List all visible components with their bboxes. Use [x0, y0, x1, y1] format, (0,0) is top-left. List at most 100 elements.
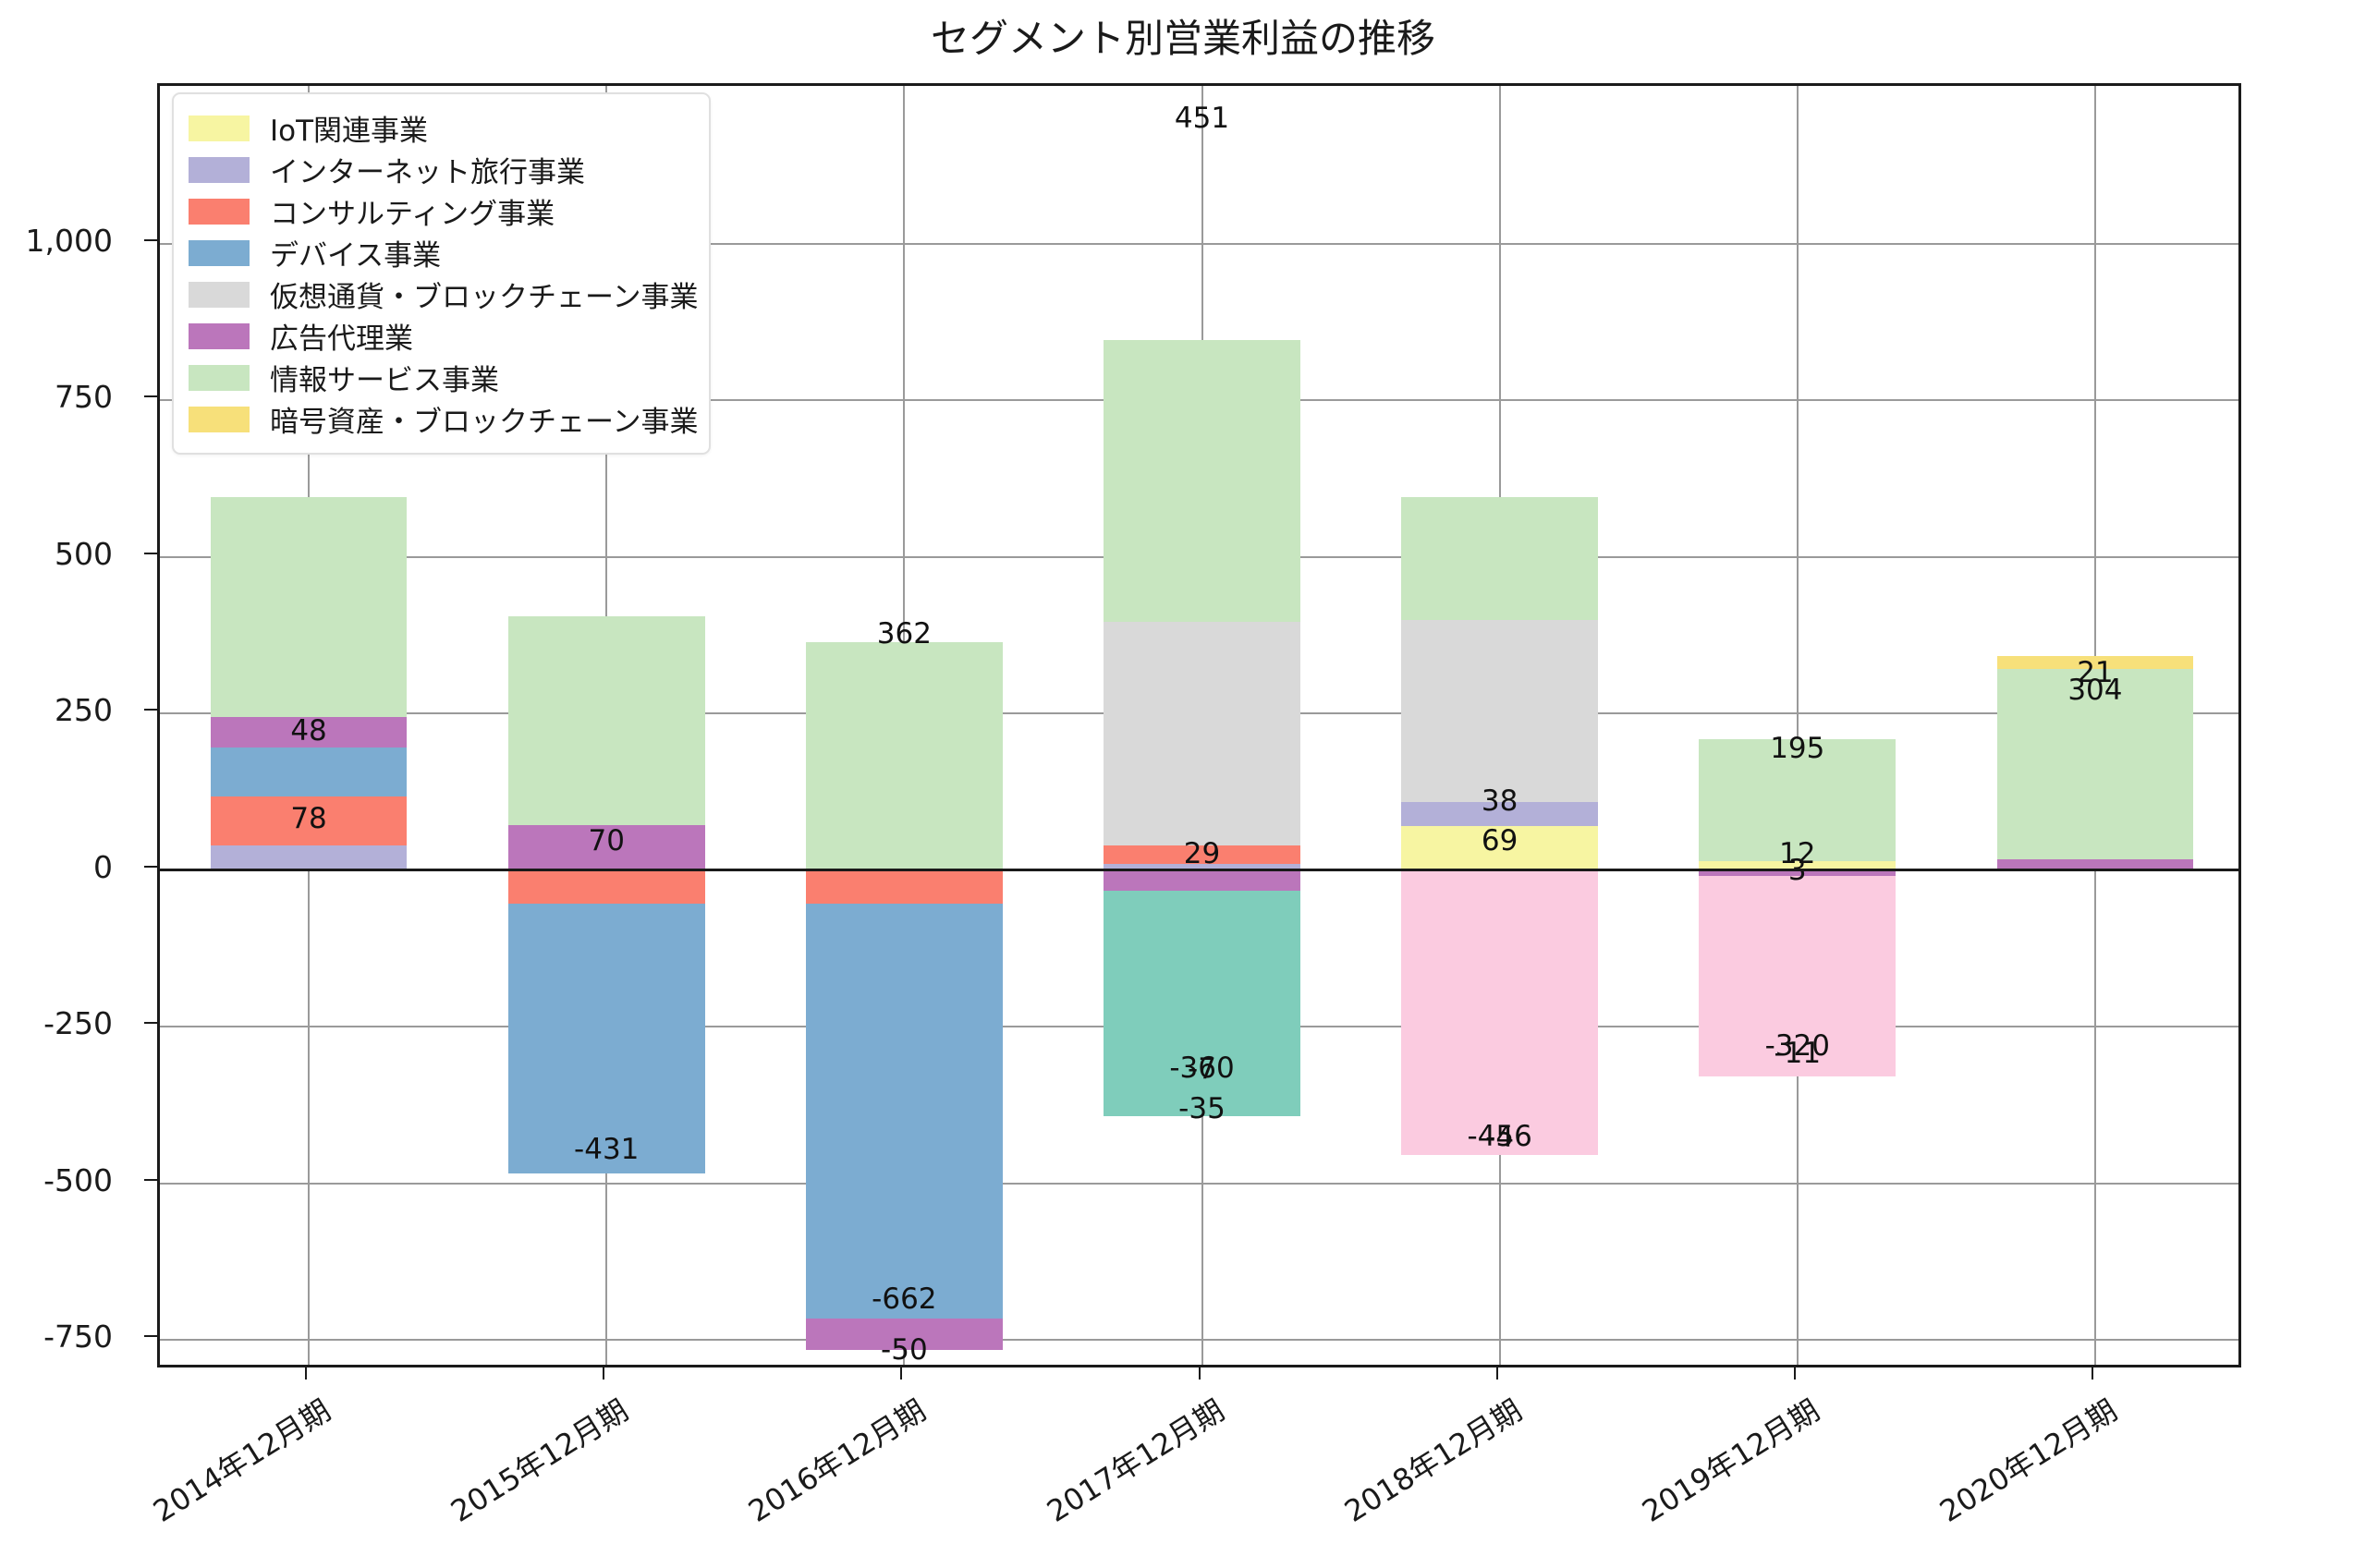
bar-group[interactable]	[1401, 86, 1598, 1370]
y-axis-tick-mark	[144, 395, 157, 398]
bar-segment[interactable]	[507, 616, 705, 826]
legend-item[interactable]: 広告代理業	[189, 315, 694, 357]
bar-segment[interactable]	[1104, 622, 1300, 846]
legend-item-label: コンサルティング事業	[270, 198, 555, 231]
gridline	[160, 242, 2238, 245]
legend-color-swatch-icon	[189, 406, 250, 432]
legend-item-label: IoT関連事業	[270, 115, 429, 148]
x-axis-tick-mark	[1495, 1367, 1498, 1380]
legend-item-label: 情報サービス事業	[270, 364, 499, 397]
bar-segment[interactable]	[1996, 859, 2194, 869]
bar-segment[interactable]	[1699, 739, 1896, 862]
legend-color-swatch-icon	[189, 198, 250, 225]
x-axis-tick-label: 2017年12月期	[1040, 1392, 1230, 1529]
legend-color-swatch-icon	[189, 281, 250, 308]
y-axis-tick-mark	[144, 238, 157, 241]
x-axis-tick-label: 2016年12月期	[742, 1392, 933, 1529]
y-axis-tick-mark	[144, 552, 157, 554]
bar-segment[interactable]	[1104, 891, 1300, 1117]
x-axis-tick-label: 2020年12月期	[1933, 1392, 2124, 1529]
y-axis-tick-label: -750	[43, 1319, 113, 1355]
legend-item-label: 広告代理業	[270, 322, 413, 356]
bar-segment[interactable]	[1401, 869, 1598, 1155]
legend-item-label: 仮想通貨・ブロックチェーン事業	[270, 281, 699, 314]
x-axis-tick-label: 2015年12月期	[445, 1392, 635, 1529]
bar-segment[interactable]	[210, 717, 408, 748]
bar-segment[interactable]	[806, 642, 1003, 869]
y-axis-tick-label: 500	[55, 535, 113, 572]
legend-item[interactable]: コンサルティング事業	[189, 190, 694, 232]
legend: IoT関連事業インターネット旅行事業 コンサルティング事業 デバイス事業仮想通貨・ブ…	[172, 92, 711, 455]
y-axis-tick-mark	[144, 1335, 157, 1338]
bar-segment[interactable]	[1401, 825, 1598, 869]
bar-segment[interactable]	[507, 825, 705, 869]
bar-segment[interactable]	[210, 748, 408, 796]
bar-segment[interactable]	[1401, 497, 1598, 620]
bar-segment[interactable]	[507, 869, 705, 904]
y-axis-tick-label: 0	[93, 848, 113, 885]
bar-segment[interactable]	[806, 903, 1003, 1319]
bar-segment[interactable]	[806, 869, 1003, 904]
x-axis-tick-label: 2018年12月期	[1337, 1392, 1528, 1529]
y-axis-tick-mark	[144, 1022, 157, 1025]
gridline	[1796, 86, 1799, 1365]
bar-segment[interactable]	[210, 796, 408, 845]
bar-segment[interactable]	[507, 903, 705, 1174]
y-axis-tick-label: 250	[55, 692, 113, 729]
x-axis-tick-mark	[305, 1367, 308, 1380]
bar-segment[interactable]	[1104, 339, 1300, 623]
zero-baseline	[160, 868, 2238, 871]
legend-item[interactable]: 暗号資産・ブロックチェーン事業	[189, 398, 698, 440]
y-axis-tick-label: 1,000	[25, 222, 113, 259]
bar-segment[interactable]	[210, 496, 408, 718]
bar-segment[interactable]	[1699, 869, 1896, 876]
bar-segment[interactable]	[1996, 656, 2194, 670]
gridline	[160, 1339, 2238, 1342]
y-axis-tick-label: 750	[55, 379, 113, 416]
legend-color-swatch-icon	[189, 156, 250, 183]
bar-segment[interactable]	[210, 845, 408, 869]
y-axis-tick-mark	[144, 709, 157, 711]
y-axis-tick-mark	[144, 1178, 157, 1181]
bar-group[interactable]	[1104, 86, 1300, 1370]
bar-segment[interactable]	[1104, 845, 1300, 865]
y-axis-tick-label: -250	[43, 1005, 113, 1042]
bar-segment[interactable]	[1401, 802, 1598, 826]
bar-segment[interactable]	[1104, 869, 1300, 892]
bar-group[interactable]	[1699, 86, 1896, 1370]
legend-item[interactable]: デバイス事業	[189, 232, 694, 273]
legend-color-swatch-icon	[189, 322, 250, 349]
legend-item[interactable]: 仮想通貨・ブロックチェーン事業	[189, 273, 698, 315]
x-axis-tick-mark	[2091, 1367, 2093, 1380]
bar-segment[interactable]	[1699, 876, 1896, 1076]
x-axis-tick-label: 2014年12月期	[147, 1392, 337, 1529]
legend-item-label: インターネット旅行事業	[270, 156, 585, 189]
legend-item[interactable]: IoT関連事業	[189, 107, 694, 149]
bar-segment[interactable]	[1996, 669, 2194, 860]
legend-color-swatch-icon	[189, 115, 250, 141]
y-axis-tick-mark	[144, 865, 157, 868]
bar-group[interactable]	[1996, 86, 2194, 1370]
x-axis-tick-label: 2019年12月期	[1635, 1392, 1826, 1529]
gridline	[160, 1182, 2238, 1185]
x-axis-tick-mark	[900, 1367, 903, 1380]
bar-segment[interactable]	[1699, 861, 1896, 869]
legend-color-swatch-icon	[189, 364, 250, 391]
bar-segment[interactable]	[806, 1318, 1003, 1350]
bar-segment[interactable]	[1104, 864, 1300, 869]
legend-item-label: デバイス事業	[270, 239, 442, 273]
bar-group[interactable]	[507, 86, 705, 1370]
page-title: セグメント別営業利益の推移	[930, 16, 1435, 61]
bar-group[interactable]	[806, 86, 1003, 1370]
x-axis-tick-mark	[1198, 1367, 1201, 1380]
x-axis-tick-mark	[603, 1367, 605, 1380]
x-axis-tick-mark	[1793, 1367, 1796, 1380]
bar-segment[interactable]	[1401, 619, 1598, 802]
legend-item[interactable]: 情報サービス事業	[189, 357, 694, 398]
y-axis-tick-label: -500	[43, 1161, 113, 1198]
legend-color-swatch-icon	[189, 239, 250, 266]
legend-item[interactable]: インターネット旅行事業	[189, 149, 694, 190]
bar-group[interactable]	[210, 86, 408, 1370]
legend-item-label: 暗号資産・ブロックチェーン事業	[270, 406, 699, 439]
